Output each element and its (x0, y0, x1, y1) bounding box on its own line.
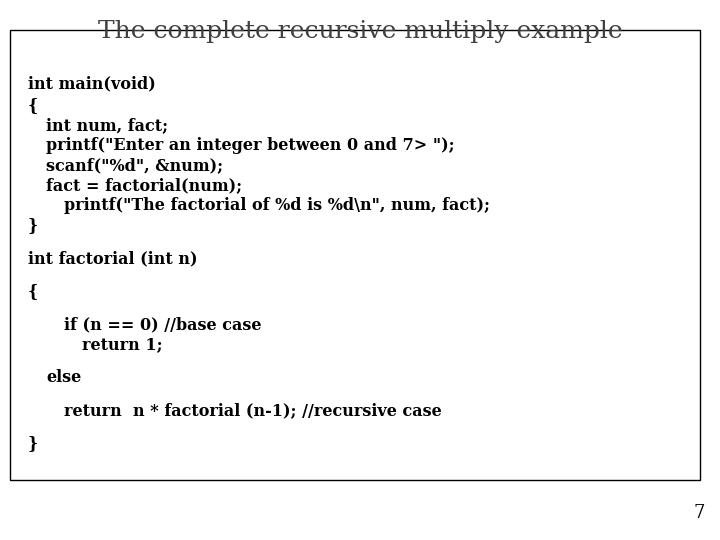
Text: return  n * factorial (n-1); //recursive case: return n * factorial (n-1); //recursive … (64, 402, 442, 419)
Text: }: } (28, 435, 38, 452)
Text: printf("Enter an integer between 0 and 7> ");: printf("Enter an integer between 0 and 7… (46, 137, 454, 154)
Text: fact = factorial(num);: fact = factorial(num); (46, 177, 242, 194)
Text: int main(void): int main(void) (28, 75, 156, 92)
Text: else: else (46, 369, 81, 386)
Text: printf("The factorial of %d is %d\n", num, fact);: printf("The factorial of %d is %d\n", nu… (64, 197, 490, 214)
Text: {: { (28, 97, 38, 114)
Text: int factorial (int n): int factorial (int n) (28, 250, 197, 267)
Bar (10, 30, 700, 480)
Text: scanf("%d", &num);: scanf("%d", &num); (46, 157, 223, 174)
Text: return 1;: return 1; (82, 336, 163, 353)
Text: {: { (28, 283, 38, 300)
Text: 7: 7 (693, 504, 705, 522)
Text: if (n == 0) //base case: if (n == 0) //base case (64, 316, 261, 333)
Text: int num, fact;: int num, fact; (46, 117, 168, 134)
Text: The complete recursive multiply example: The complete recursive multiply example (98, 20, 622, 43)
Text: }: } (28, 217, 38, 234)
